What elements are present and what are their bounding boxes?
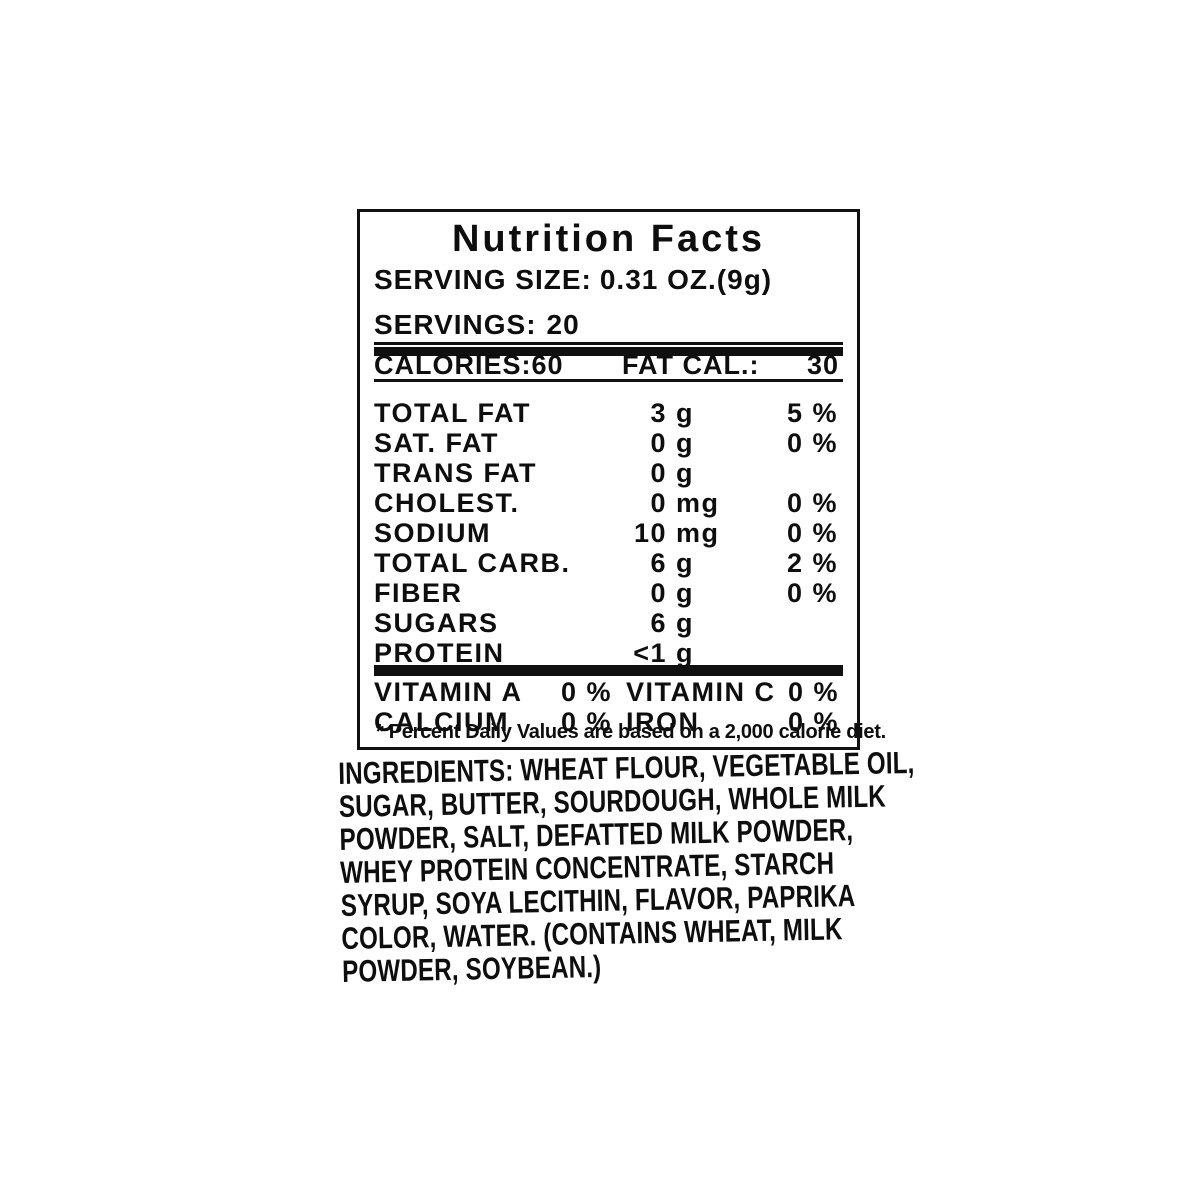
nutrient-amount: 6 xyxy=(650,608,667,638)
micronutrient-value: 0 % xyxy=(787,707,839,737)
nutrient-unit: mg xyxy=(676,488,720,518)
nutrition-facts-panel: Nutrition Facts SERVING SIZE: 0.31 OZ.(9g… xyxy=(357,209,886,750)
nutrient-amount: 0 xyxy=(650,578,667,608)
servings-value: 20 xyxy=(546,309,580,340)
micronutrient-row-minerals: CALCIUM 0 % IRON 0 % xyxy=(374,707,843,737)
nutrient-dv: 0 % xyxy=(786,428,838,458)
thick-divider-bottom xyxy=(374,668,843,676)
nutrient-amount: 0 xyxy=(650,428,667,458)
nutrient-unit: g xyxy=(676,398,694,428)
nutrient-amount: 6 xyxy=(650,548,667,578)
micronutrient-name: VITAMIN C xyxy=(626,677,776,707)
micronutrient-table: VITAMIN A 0 % VITAMIN C 0 % CALCIUM 0 % … xyxy=(374,677,843,737)
nutrient-unit: g xyxy=(676,638,694,668)
daily-values-footnote: * Percent Daily Values are based on a 2,… xyxy=(376,721,886,743)
nutrient-dv: 2 % xyxy=(786,548,838,578)
serving-size-value: 0.31 OZ.(9g) xyxy=(599,264,773,295)
nutrient-amount: 3 xyxy=(650,398,667,428)
nutrient-row-sat-fat: SAT. FAT 0 g 0 % xyxy=(374,428,843,458)
calories-label: CALORIES: xyxy=(374,350,532,380)
nutrient-name: PROTEIN xyxy=(374,638,505,668)
nutrient-row-trans-fat: TRANS FAT 0 g xyxy=(374,458,843,488)
serving-size-row: SERVING SIZE: 0.31 OZ.(9g) xyxy=(374,264,843,296)
nutrient-row-total-carb: TOTAL CARB. 6 g 2 % xyxy=(374,548,843,578)
micronutrient-name: VITAMIN A xyxy=(374,677,523,707)
nutrient-amount: <1 xyxy=(633,638,667,668)
nutrient-row-total-fat: TOTAL FAT 3 g 5 % xyxy=(374,398,843,428)
nutrient-unit: g xyxy=(676,428,694,458)
panel-title: Nutrition Facts xyxy=(451,218,766,260)
nutrient-unit: g xyxy=(676,578,694,608)
nutrient-dv: 0 % xyxy=(786,518,838,548)
nutrient-dv: 0 % xyxy=(786,578,838,608)
nutrient-amount: 0 xyxy=(650,458,667,488)
servings-label: SERVINGS: xyxy=(374,309,537,340)
nutrient-amount: 10 xyxy=(633,518,667,548)
thick-divider-top xyxy=(374,347,843,356)
nutrient-row-cholesterol: CHOLEST. 0 mg 0 % xyxy=(374,488,843,518)
ingredients-block: INGREDIENTS: WHEAT FLOUR, VEGETABLE OIL,… xyxy=(338,742,1102,989)
micronutrient-name: IRON xyxy=(626,707,700,737)
micronutrient-row-vitamins: VITAMIN A 0 % VITAMIN C 0 % xyxy=(374,677,843,707)
calories-row: CALORIES:60 FAT CAL.: 30 xyxy=(374,350,843,382)
servings-row: SERVINGS: 20 xyxy=(374,309,843,345)
serving-size-label: SERVING SIZE: xyxy=(374,264,592,295)
nutrient-name: TRANS FAT xyxy=(374,458,537,488)
nutrient-row-fiber: FIBER 0 g 0 % xyxy=(374,578,843,608)
nutrient-row-sugars: SUGARS 6 g xyxy=(374,608,843,638)
nutrient-row-protein: PROTEIN <1 g xyxy=(374,638,843,668)
micronutrient-value: 0 % xyxy=(560,707,612,737)
nutrient-unit: mg xyxy=(676,518,720,548)
nutrient-row-sodium: SODIUM 10 mg 0 % xyxy=(374,518,843,548)
nutrient-name: CHOLEST. xyxy=(374,488,520,518)
fat-cal-label: FAT CAL.: xyxy=(622,350,760,380)
nutrient-table: TOTAL FAT 3 g 5 % SAT. FAT 0 g 0 % TRANS… xyxy=(374,398,843,668)
nutrient-name: TOTAL CARB. xyxy=(374,548,571,578)
nutrient-unit: g xyxy=(676,608,694,638)
nutrient-name: TOTAL FAT xyxy=(374,398,531,428)
micronutrient-value: 0 % xyxy=(560,677,612,707)
micronutrient-value: 0 % xyxy=(787,677,839,707)
nutrient-amount: 0 xyxy=(650,488,667,518)
fat-cal-value: 30 xyxy=(806,350,839,380)
nutrient-name: SAT. FAT xyxy=(374,428,499,458)
nutrient-unit: g xyxy=(676,458,694,488)
calories-value: 60 xyxy=(531,350,564,380)
nutrient-dv: 0 % xyxy=(786,488,838,518)
nutrient-dv: 5 % xyxy=(786,398,838,428)
nutrient-name: SUGARS xyxy=(374,608,499,638)
micronutrient-name: CALCIUM xyxy=(374,707,509,737)
nutrient-name: FIBER xyxy=(374,578,463,608)
nutrient-name: SODIUM xyxy=(374,518,491,548)
nutrient-unit: g xyxy=(676,548,694,578)
